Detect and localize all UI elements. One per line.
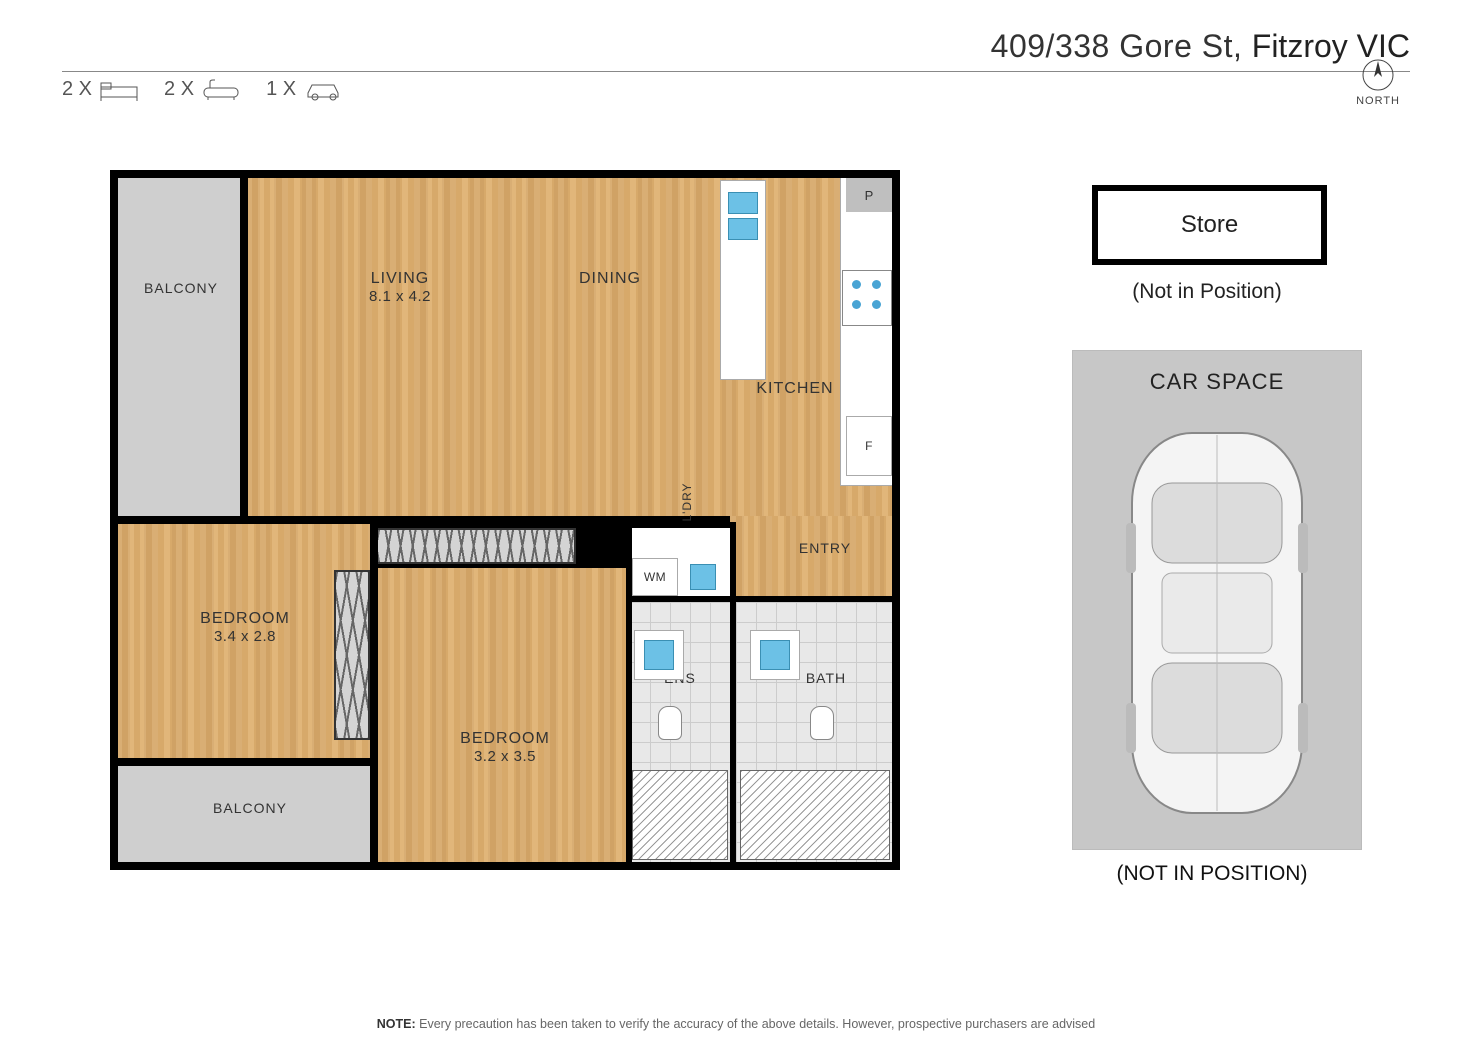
wall-outer (110, 862, 900, 870)
north-label: NORTH (1356, 95, 1400, 107)
carspace-caption: (NOT IN POSITION) (1072, 862, 1352, 886)
wall-outer (110, 170, 118, 870)
footer-note-text: Every precaution has been taken to verif… (416, 1017, 1096, 1031)
address-text-light: 409/338 Gore St, (991, 28, 1252, 64)
robe-1 (334, 570, 370, 740)
bath-basin-icon (760, 640, 790, 670)
laundry-trough-icon (690, 564, 716, 590)
robe-2 (376, 528, 576, 564)
ens-toilet-icon (658, 706, 682, 740)
bath-count: 2 X (164, 78, 194, 101)
feature-beds: 2 X (62, 78, 138, 101)
wall (626, 522, 632, 870)
floorplan-canvas: BALCONY P F LIVING 8.1 x 4.2 DINING KITC… (110, 170, 900, 870)
sink-icon (728, 192, 758, 214)
dining-label: DINING (540, 270, 680, 288)
burner-icon (852, 300, 861, 309)
footer-note: NOTE: Every precaution has been taken to… (0, 1017, 1472, 1031)
wall-outer (110, 170, 900, 178)
store-label: Store (1181, 211, 1238, 239)
store-caption: (Not in Position) (1102, 280, 1312, 304)
carspace-title: CAR SPACE (1150, 369, 1285, 395)
entry-label: ENTRY (770, 540, 880, 556)
car-icon (304, 79, 344, 101)
bath-shower (740, 770, 890, 860)
burner-icon (872, 280, 881, 289)
feature-strip: 2 X 2 X 1 X (62, 78, 344, 101)
wall (730, 522, 736, 870)
wm-box: WM (632, 558, 678, 596)
pantry-box: P (846, 178, 892, 212)
balcony-1-floor (116, 176, 246, 516)
fridge-box: F (846, 416, 892, 476)
wall (110, 758, 374, 766)
balcony-1-label: BALCONY (116, 280, 246, 296)
ens-shower (632, 770, 728, 860)
address-header: 409/338 Gore St, Fitzroy VIC NORTH (62, 28, 1410, 72)
bedroom-2-label: BEDROOM 3.2 x 3.5 (410, 730, 600, 765)
living-label: LIVING 8.1 x 4.2 (320, 270, 480, 305)
cooktop (842, 270, 892, 326)
wall (374, 516, 634, 526)
carspace-box: CAR SPACE (1072, 350, 1362, 850)
bedroom-1-label: BEDROOM 3.4 x 2.8 (150, 610, 340, 645)
compass-icon (1361, 58, 1395, 92)
entry-floor (730, 516, 894, 596)
feature-baths: 2 X (164, 78, 240, 101)
burner-icon (872, 300, 881, 309)
sink-icon-2 (728, 218, 758, 240)
bed-count: 2 X (62, 78, 92, 101)
car-top-icon (1112, 413, 1322, 833)
burner-icon (852, 280, 861, 289)
wall (370, 516, 378, 870)
bath-icon (202, 79, 240, 101)
north-indicator: NORTH (1356, 58, 1400, 107)
wall-outer (892, 170, 900, 870)
store-box: Store (1092, 185, 1327, 265)
bedroom-2-floor (376, 568, 626, 864)
bath-toilet-icon (810, 706, 834, 740)
feature-cars: 1 X (266, 78, 344, 101)
car-count: 1 X (266, 78, 296, 101)
wall (626, 596, 896, 602)
footer-note-label: NOTE: (377, 1017, 416, 1031)
ens-basin-icon (644, 640, 674, 670)
wall (240, 170, 248, 522)
kitchen-label: KITCHEN (720, 380, 870, 398)
laundry-label: L'DRY (680, 474, 694, 530)
bed-icon (100, 79, 138, 101)
balcony-2-label: BALCONY (170, 800, 330, 816)
living-dining-floor (246, 176, 894, 516)
